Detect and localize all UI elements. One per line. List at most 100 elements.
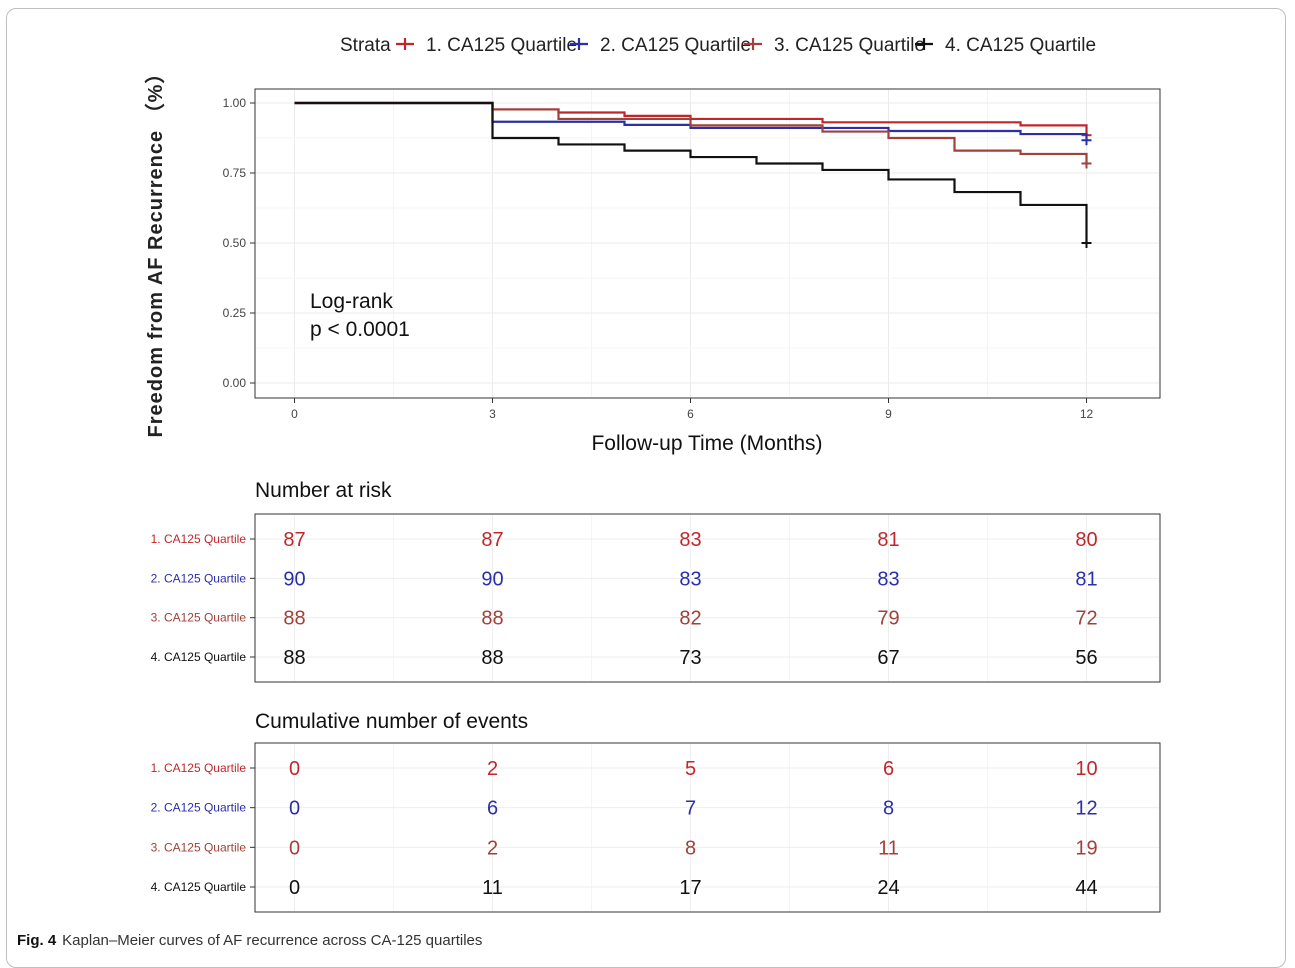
risk-table: 1. CA125 Quartile 87 87 83 81 80 2. CA125 Quar… [151, 529, 1098, 669]
events-table-panel [254, 742, 1161, 913]
x-tick-label: 12 [1080, 407, 1094, 421]
table-cell: 12 [1075, 798, 1097, 820]
table-row: 1. CA125 Quartile 0 2 5 6 10 [151, 758, 1098, 780]
y-tick-label: 0.25 [223, 306, 247, 320]
row-label: 3. CA125 Quartile [151, 840, 247, 854]
legend-label: 3. CA125 Quartile [774, 35, 925, 56]
figure-label: Fig. 4 [17, 932, 57, 949]
x-axis: 0 3 6 9 12 [291, 398, 1093, 421]
table-cell: 80 [1075, 529, 1097, 551]
risk-table-title: Number at risk [255, 479, 392, 502]
table-cell: 88 [283, 647, 305, 669]
survival-curves [294, 101, 1092, 248]
table-row: 3. CA125 Quartile 88 88 82 79 72 [151, 608, 1098, 630]
events-table-title: Cumulative number of events [255, 710, 528, 733]
table-cell: 67 [877, 647, 899, 669]
y-axis: 0.00 0.25 0.50 0.75 1.00 [223, 96, 255, 390]
curve-quartile-4 [294, 101, 1088, 243]
x-tick-label: 3 [489, 407, 496, 421]
y-tick-label: 0.00 [223, 376, 247, 390]
table-cell: 81 [877, 529, 899, 551]
legend-label: 2. CA125 Quartile [600, 35, 751, 56]
row-label: 2. CA125 Quartile [151, 801, 247, 815]
row-label: 1. CA125 Quartile [151, 532, 247, 546]
table-cell: 72 [1075, 608, 1097, 630]
table-cell: 7 [685, 798, 696, 820]
y-tick-label: 0.50 [223, 236, 247, 250]
table-cell: 87 [481, 529, 503, 551]
x-tick-label: 6 [687, 407, 694, 421]
table-cell: 88 [481, 647, 503, 669]
table-cell: 2 [487, 758, 498, 780]
table-cell: 17 [679, 877, 701, 899]
x-tick-label: 9 [885, 407, 892, 421]
row-label: 1. CA125 Quartile [151, 761, 247, 775]
figure-caption: Fig. 4 Kaplan–Meier curves of AF recurren… [17, 932, 482, 949]
table-cell: 0 [289, 798, 300, 820]
annotation-logrank: Log-rank [310, 290, 393, 313]
table-row: 4. CA125 Quartile 0 11 17 24 44 [151, 877, 1098, 899]
table-cell: 5 [685, 758, 696, 780]
table-row: 4. CA125 Quartile 88 88 73 67 56 [151, 647, 1098, 669]
table-cell: 87 [283, 529, 305, 551]
table-cell: 6 [883, 758, 894, 780]
table-cell: 0 [289, 837, 300, 859]
table-cell: 90 [283, 568, 305, 590]
y-tick-label: 1.00 [223, 96, 247, 110]
table-cell: 88 [481, 608, 503, 630]
legend-title: Strata [340, 35, 391, 56]
table-row: 2. CA125 Quartile 90 90 83 83 81 [151, 568, 1098, 590]
risk-table-panel [254, 513, 1161, 683]
legend: Strata 1. CA125 Quartile 2. CA125 Quartil… [340, 35, 1096, 56]
table-cell: 2 [487, 837, 498, 859]
y-tick-label: 0.75 [223, 166, 247, 180]
legend-label: 1. CA125 Quartile [426, 35, 577, 56]
row-label: 2. CA125 Quartile [151, 571, 247, 585]
table-cell: 83 [679, 529, 701, 551]
events-table: 1. CA125 Quartile 0 2 5 6 10 2. CA125 Quartile… [151, 758, 1098, 899]
row-label: 4. CA125 Quartile [151, 880, 247, 894]
table-cell: 6 [487, 798, 498, 820]
table-row: 1. CA125 Quartile 87 87 83 81 80 [151, 529, 1098, 551]
events-table-grid [256, 744, 1159, 911]
legend-item-quartile-4: 4. CA125 Quartile [915, 35, 1096, 56]
censor-mark-quartile-2 [1081, 135, 1092, 146]
table-cell: 83 [679, 568, 701, 590]
table-cell: 73 [679, 647, 701, 669]
table-cell: 8 [883, 798, 894, 820]
table-cell: 10 [1075, 758, 1097, 780]
legend-item-quartile-2: 2. CA125 Quartile [570, 35, 751, 56]
table-row: 3. CA125 Quartile 0 2 8 11 19 [151, 837, 1098, 859]
table-cell: 83 [877, 568, 899, 590]
annotation-pvalue: p < 0.0001 [310, 318, 410, 341]
curve-quartile-3 [294, 101, 1088, 164]
figure-caption-text: Kaplan–Meier curves of AF recurrence acr… [62, 932, 483, 949]
table-cell: 8 [685, 837, 696, 859]
table-cell: 82 [679, 608, 701, 630]
censor-mark-quartile-4 [1081, 238, 1092, 248]
row-label: 3. CA125 Quartile [151, 611, 247, 625]
table-cell: 56 [1075, 647, 1097, 669]
row-label: 4. CA125 Quartile [151, 650, 247, 664]
table-cell: 88 [283, 608, 305, 630]
km-figure: Freedom from AF Recurrence （%） Strata 1.… [144, 35, 1161, 913]
table-cell: 0 [289, 758, 300, 780]
table-cell: 24 [877, 877, 899, 899]
plot-panel: 0.00 0.25 0.50 0.75 1.00 0 3 6 9 12 Log-rank p <… [223, 88, 1161, 421]
table-cell: 19 [1075, 837, 1097, 859]
table-cell: 90 [481, 568, 503, 590]
table-cell: 79 [877, 608, 899, 630]
y-axis-title: Freedom from AF Recurrence （%） [144, 63, 167, 438]
table-cell: 11 [878, 837, 899, 859]
table-cell: 44 [1075, 877, 1097, 899]
x-axis-title: Follow-up Time (Months) [591, 432, 822, 455]
table-cell: 0 [289, 877, 300, 899]
legend-item-quartile-3: 3. CA125 Quartile [744, 35, 925, 56]
x-tick-label: 0 [291, 407, 298, 421]
table-cell: 81 [1075, 568, 1097, 590]
legend-item-quartile-1: 1. CA125 Quartile [396, 35, 577, 56]
censor-mark-quartile-3 [1081, 158, 1092, 169]
table-row: 2. CA125 Quartile 0 6 7 8 12 [151, 798, 1098, 820]
legend-label: 4. CA125 Quartile [945, 35, 1096, 56]
table-cell: 11 [482, 877, 503, 899]
